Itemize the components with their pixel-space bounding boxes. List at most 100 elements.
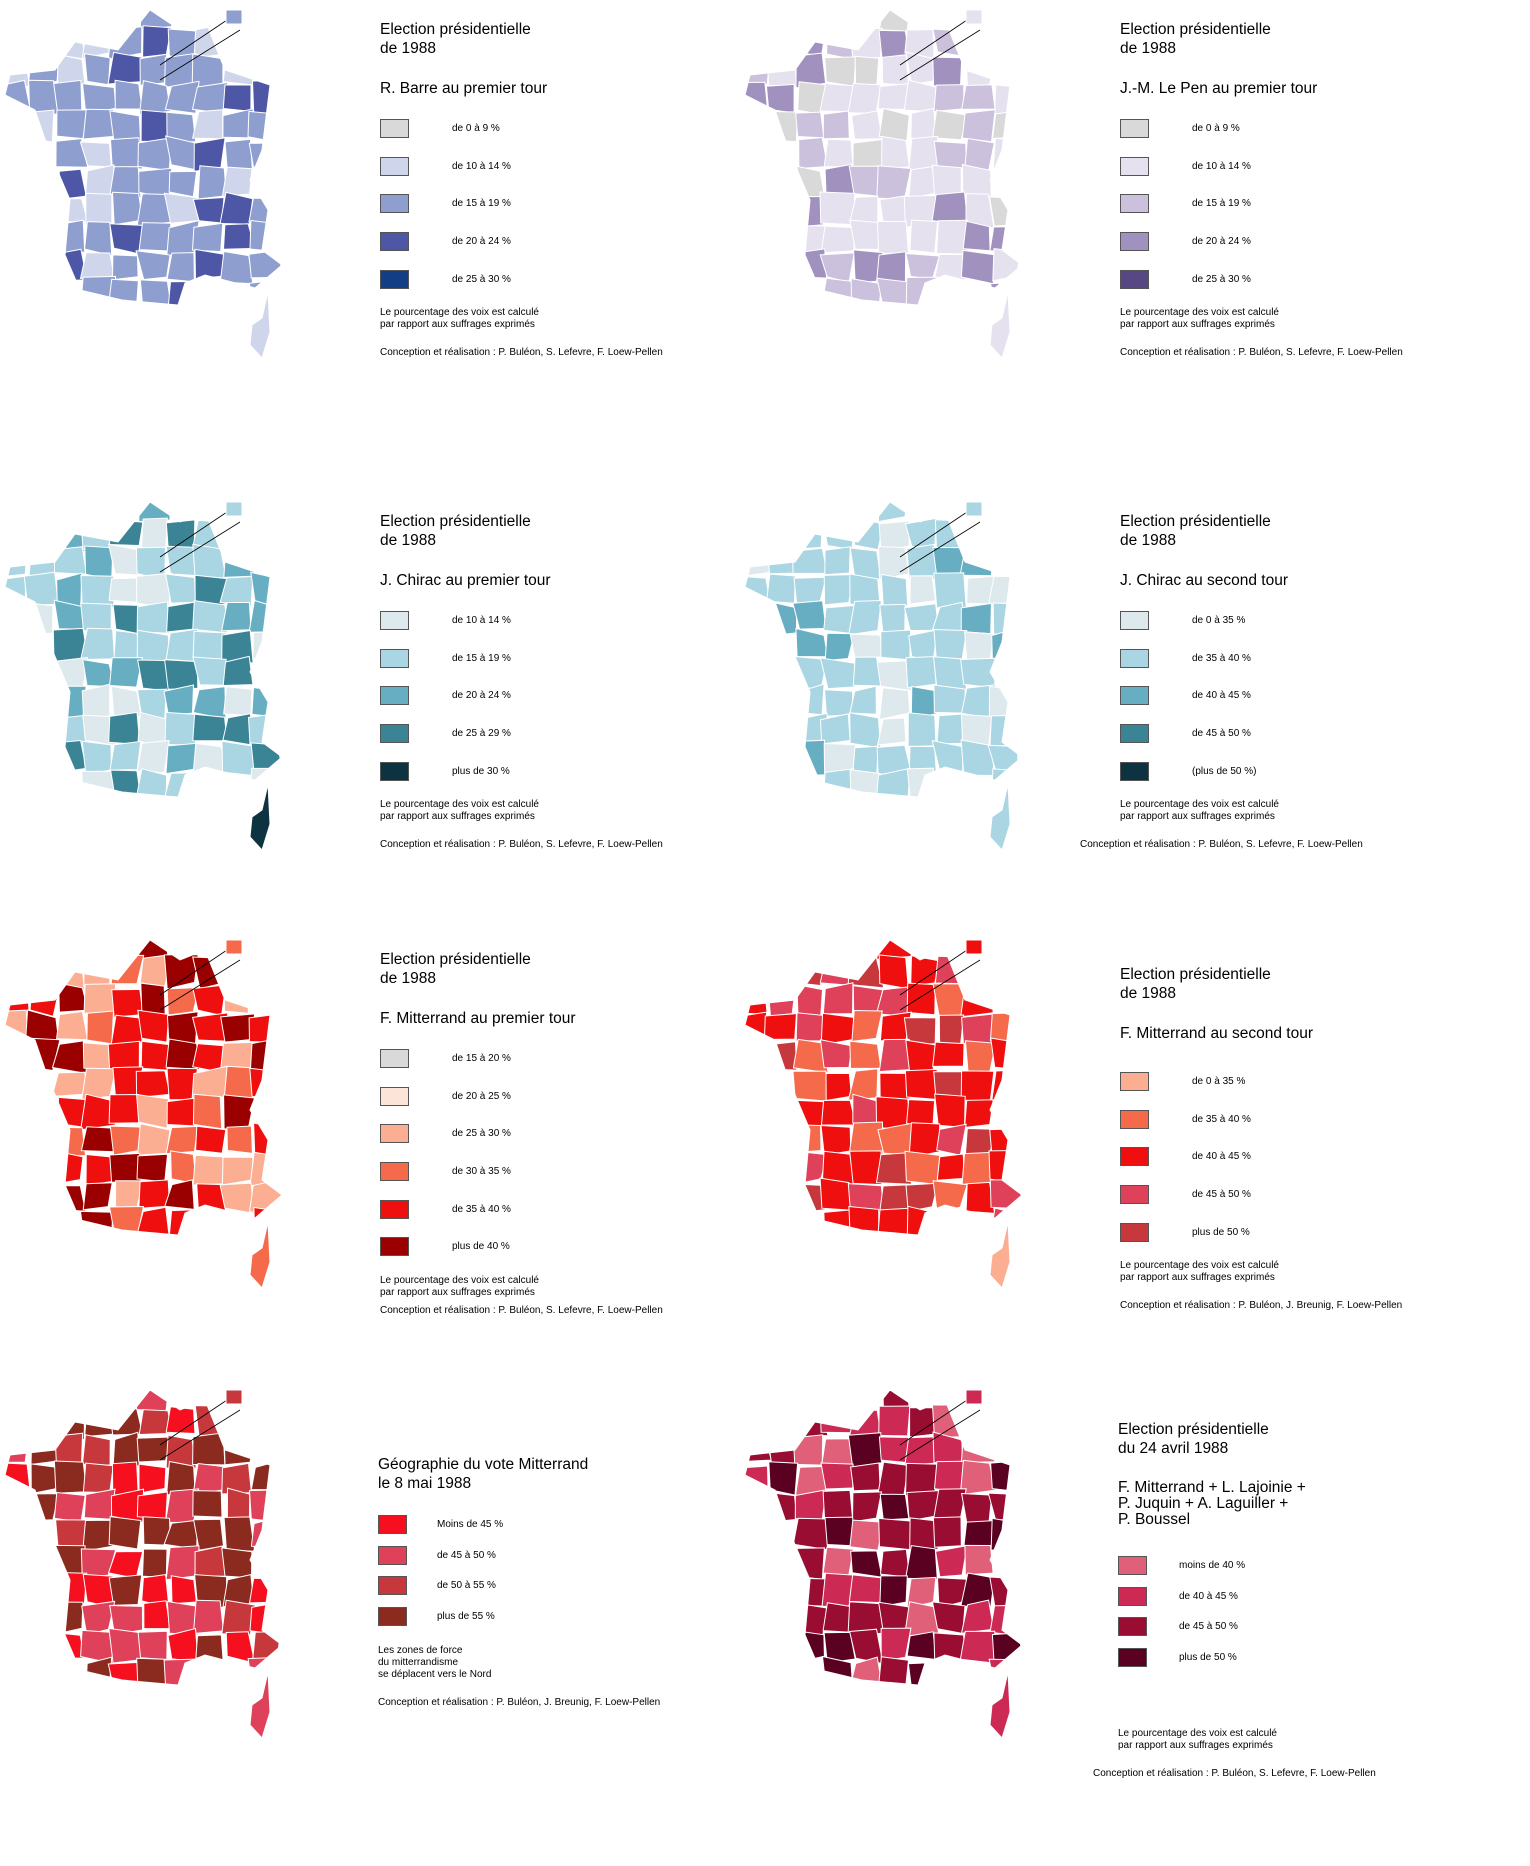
department bbox=[822, 982, 854, 1015]
map-title-line: de 1988 bbox=[380, 532, 437, 549]
department bbox=[108, 1408, 144, 1436]
department bbox=[905, 252, 941, 280]
map-title-line: de 1988 bbox=[1120, 532, 1177, 549]
department bbox=[195, 1634, 224, 1663]
department bbox=[906, 982, 936, 1016]
department bbox=[795, 111, 825, 139]
department bbox=[932, 1180, 968, 1214]
corsica bbox=[249, 291, 271, 359]
legend-swatch bbox=[380, 194, 409, 214]
department bbox=[109, 166, 142, 199]
department bbox=[248, 1013, 282, 1044]
department bbox=[219, 575, 254, 608]
department bbox=[878, 1517, 913, 1551]
department bbox=[83, 983, 117, 1014]
callout-line bbox=[899, 29, 981, 81]
legend-item: de 20 à 24 % bbox=[380, 686, 750, 724]
legend-swatch bbox=[378, 1576, 407, 1595]
department bbox=[961, 163, 992, 198]
paris-inset bbox=[225, 1389, 243, 1405]
department bbox=[248, 142, 282, 168]
map-title-line: de 1988 bbox=[1120, 985, 1177, 1002]
department bbox=[55, 138, 89, 168]
legend-label: plus de 55 % bbox=[437, 1610, 495, 1622]
legend-swatch bbox=[380, 232, 409, 252]
department bbox=[108, 711, 141, 746]
paris-inset-callout bbox=[899, 1389, 983, 1461]
departments-layer bbox=[5, 10, 282, 305]
france-outline bbox=[744, 9, 1023, 306]
department bbox=[53, 1491, 86, 1523]
callout-line bbox=[159, 1397, 231, 1446]
legend-label: de 35 à 40 % bbox=[452, 1203, 511, 1215]
department bbox=[84, 545, 114, 581]
department bbox=[745, 1433, 772, 1463]
callout-line bbox=[899, 521, 981, 573]
map-title-line: Election présidentielle bbox=[1120, 966, 1271, 983]
legend-swatch bbox=[1120, 761, 1149, 781]
map-panel-mitterrand-t2: Election présidentielle de 1988 F. Mitter… bbox=[740, 930, 1505, 1416]
department bbox=[165, 1125, 199, 1155]
department bbox=[905, 1182, 939, 1213]
legend-swatch bbox=[1120, 232, 1149, 252]
department bbox=[848, 599, 882, 636]
legend-swatch bbox=[380, 1237, 409, 1257]
france-outline bbox=[4, 9, 283, 306]
department bbox=[166, 111, 197, 144]
department bbox=[139, 953, 173, 987]
department bbox=[909, 1407, 936, 1438]
legend-label: de 15 à 19 % bbox=[452, 198, 511, 210]
department bbox=[110, 1488, 145, 1523]
map-title-line: Election présidentielle bbox=[1120, 21, 1271, 38]
legend: Election présidentielle de 1988 F. Mitter… bbox=[1120, 965, 1490, 1312]
department bbox=[960, 249, 996, 285]
department bbox=[854, 55, 880, 88]
department bbox=[799, 683, 825, 716]
department bbox=[82, 1182, 113, 1211]
map-title-line: de 1988 bbox=[380, 40, 437, 57]
department bbox=[112, 1431, 141, 1467]
department bbox=[170, 1150, 198, 1185]
department bbox=[820, 1124, 852, 1156]
legend-swatch bbox=[1120, 194, 1149, 214]
note-line: Le pourcentage des voix est calculé bbox=[380, 307, 539, 319]
map-title-line: Election présidentielle bbox=[380, 21, 531, 38]
legend-label: de 45 à 50 % bbox=[1192, 728, 1251, 740]
map-panel-barre-t1: Election présidentielle de 1988 R. Barre … bbox=[0, 0, 765, 486]
department bbox=[141, 1548, 168, 1579]
legend-swatch bbox=[1118, 1617, 1147, 1636]
note-line: Le pourcentage des voix est calculé bbox=[380, 799, 539, 811]
department bbox=[83, 52, 111, 86]
legend-item: de 20 à 24 % bbox=[380, 232, 750, 270]
paris-inset bbox=[965, 501, 983, 517]
department bbox=[247, 1656, 279, 1685]
legend-item: moins de 40 % bbox=[1118, 1556, 1488, 1587]
france-choropleth-map bbox=[744, 501, 1023, 851]
credit: Conception et réalisation : P. Buléon, S… bbox=[1093, 1768, 1376, 1779]
department bbox=[824, 56, 857, 87]
department bbox=[878, 1405, 911, 1437]
callout-line bbox=[159, 29, 241, 81]
department bbox=[137, 1630, 168, 1661]
department bbox=[965, 51, 996, 89]
map-title-line: de 1988 bbox=[1120, 40, 1177, 57]
legend-item: de 35 à 40 % bbox=[380, 1199, 750, 1238]
department bbox=[907, 1661, 935, 1685]
department bbox=[107, 51, 145, 85]
department bbox=[821, 517, 856, 551]
legend-item: de 45 à 50 % bbox=[378, 1545, 748, 1577]
department bbox=[107, 543, 143, 576]
legend: Election présidentielle de 1988 J. Chirac… bbox=[1080, 512, 1490, 851]
legend-label: de 0 à 35 % bbox=[1192, 615, 1246, 626]
legend-swatch bbox=[380, 119, 409, 138]
paris-inset bbox=[965, 9, 983, 25]
department bbox=[219, 250, 254, 285]
department bbox=[52, 1632, 86, 1660]
department bbox=[849, 712, 882, 749]
department bbox=[192, 600, 229, 634]
department bbox=[5, 1437, 29, 1463]
department bbox=[988, 1658, 1019, 1685]
department bbox=[819, 955, 852, 986]
department bbox=[848, 165, 881, 197]
department bbox=[109, 137, 144, 170]
